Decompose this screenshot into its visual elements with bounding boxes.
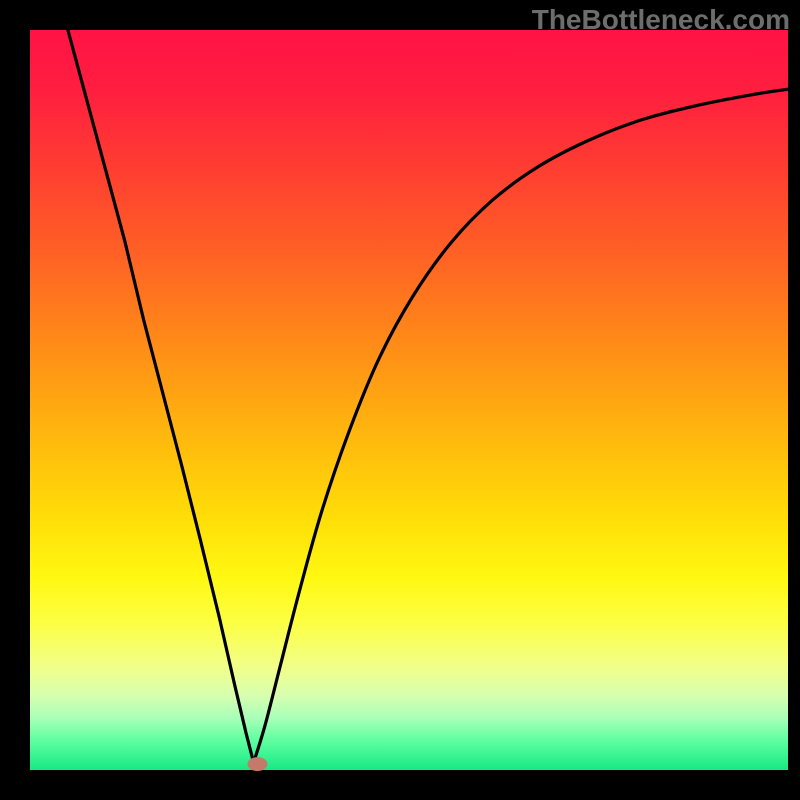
bottleneck-chart — [0, 0, 800, 800]
watermark-text: TheBottleneck.com — [532, 4, 790, 36]
optimal-marker — [247, 757, 267, 771]
plot-background — [30, 30, 788, 770]
chart-container: TheBottleneck.com — [0, 0, 800, 800]
